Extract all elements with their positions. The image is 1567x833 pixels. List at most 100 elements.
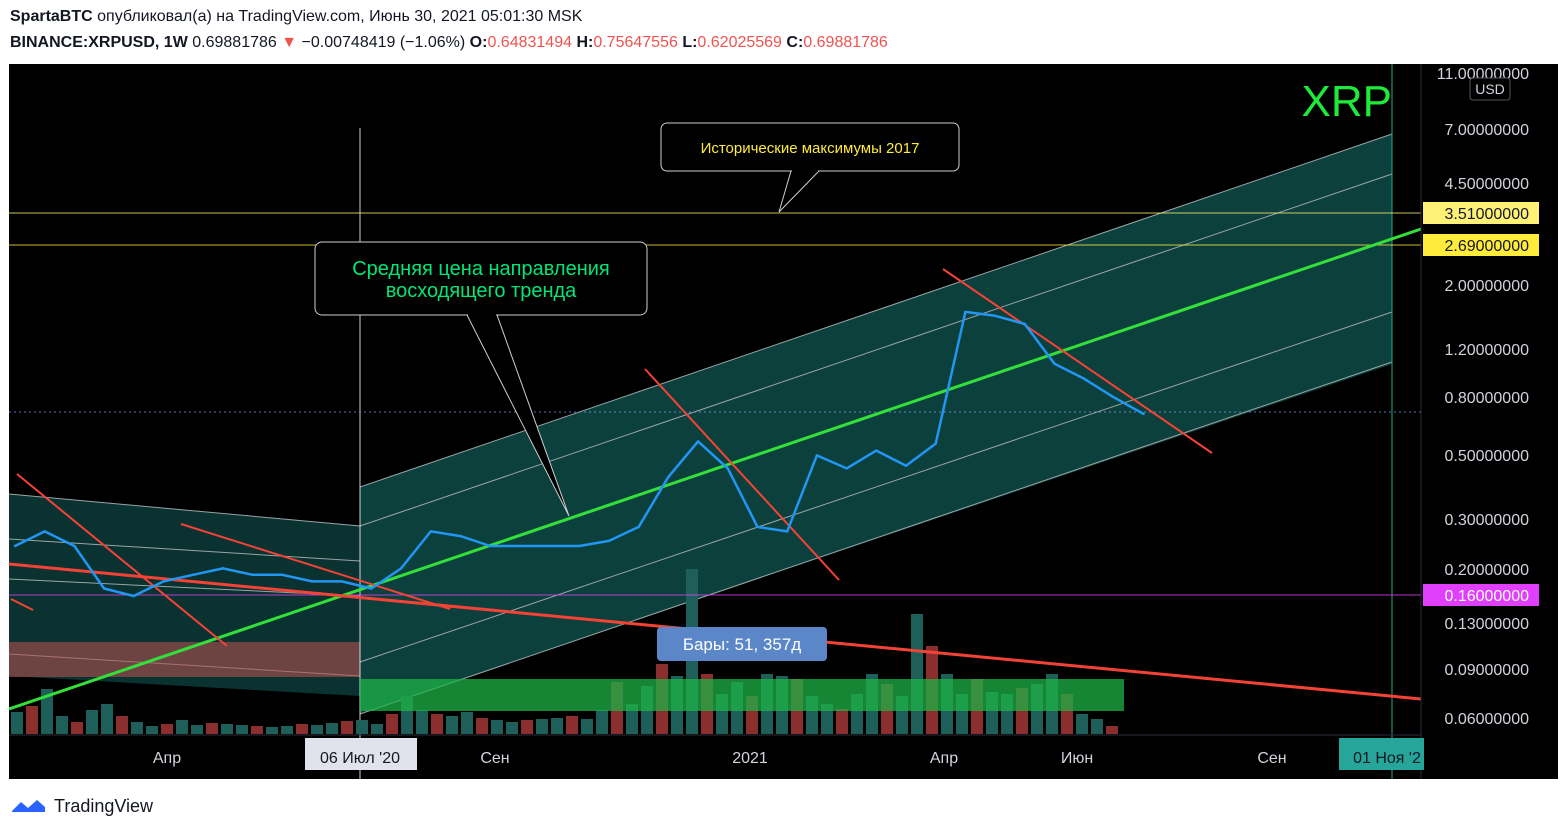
- volume-bar: [131, 722, 143, 734]
- volume-bar: [251, 726, 263, 734]
- volume-bar: [41, 689, 53, 734]
- price-point: [1083, 377, 1086, 380]
- price-level-badge: [1423, 234, 1539, 256]
- close-label: C:: [786, 34, 804, 51]
- price-point: [132, 594, 135, 598]
- chart-area[interactable]: 11.00000000 7.00000000 4.50000000 2.0000000…: [8, 64, 1558, 779]
- low-value: 0.62025569: [697, 34, 782, 51]
- time-tick-label: Сен: [1257, 750, 1286, 767]
- volume-bar: [371, 724, 383, 734]
- volume-bar: [296, 724, 308, 734]
- price-point: [637, 525, 640, 529]
- author-name[interactable]: SpartaBTC: [10, 8, 93, 25]
- time-tick-label: Сен: [480, 750, 509, 767]
- volume-bar: [101, 704, 113, 734]
- price-tick-label: 4.50000000: [1444, 176, 1529, 193]
- price-level-label: 0.16000000: [1444, 588, 1529, 605]
- volume-bar: [596, 710, 608, 734]
- price-point: [370, 587, 373, 590]
- price-point: [1053, 362, 1056, 365]
- price-point: [73, 544, 76, 548]
- volume-bar: [116, 716, 128, 734]
- volume-bar: [821, 704, 833, 734]
- high-label: H:: [576, 34, 594, 51]
- ticker-watermark: XRP: [1302, 77, 1392, 126]
- volume-bar: [56, 716, 68, 734]
- currency-label: USD: [1475, 81, 1505, 97]
- last-price: 0.69881786: [192, 34, 277, 51]
- price-point: [934, 442, 937, 445]
- crosshair-date-badge: [305, 738, 417, 770]
- price-point: [667, 475, 670, 479]
- price-tick-label: 0.13000000: [1444, 616, 1529, 633]
- volume-bar: [281, 726, 293, 734]
- callout-uptrend-line1: Средняя цена направления: [352, 258, 610, 280]
- time-tick-label: 01 Ноя '2: [1353, 750, 1421, 767]
- price-point: [786, 530, 789, 533]
- callout-historical-highs: Исторические максимумы 2017: [701, 140, 920, 157]
- volume-bar: [11, 712, 23, 734]
- price-point: [607, 539, 611, 543]
- symbol-info: BINANCE:XRPUSD, 1W 0.69881786 ▼ −0.00748…: [10, 34, 888, 52]
- price-level-label: 2.69000000: [1444, 238, 1529, 255]
- price-tick-label: 0.06000000: [1444, 711, 1529, 728]
- low-label: L:: [682, 34, 698, 51]
- bars-count-badge: [657, 627, 827, 661]
- uptrend-channel-fill: [360, 134, 1392, 714]
- volume-bar: [236, 725, 248, 734]
- down-arrow-icon: ▼: [281, 34, 298, 51]
- time-tick-label: 2021: [732, 750, 768, 767]
- volume-bar: [536, 719, 548, 734]
- tradingview-logo-icon[interactable]: [10, 795, 48, 817]
- price-point: [192, 573, 195, 576]
- price-tick-label: 0.50000000: [1444, 448, 1529, 465]
- red-zone-rectangle: [9, 642, 360, 677]
- time-tick-label: Июн: [1061, 750, 1093, 767]
- price-point: [459, 534, 462, 538]
- time-tick-label: Апр: [930, 750, 958, 767]
- volume-profile-zone: [360, 679, 1124, 711]
- close-value: 0.69881786: [803, 34, 888, 51]
- downtrend-channel-line: [8, 493, 361, 527]
- volume-bar: [1106, 726, 1118, 734]
- volume-bar: [326, 723, 338, 734]
- volume-bar: [626, 704, 638, 734]
- price-point: [875, 449, 878, 452]
- price-tick-label: 2.00000000: [1444, 278, 1529, 295]
- volume-bar: [461, 712, 473, 734]
- volume-bar: [416, 710, 428, 734]
- volume-bar: [446, 716, 458, 734]
- volume-bar: [161, 724, 173, 734]
- price-chart[interactable]: 11.000000007.000000004.500000002.0000000…: [8, 64, 1558, 779]
- price-change: −0.00748419 (−1.06%): [301, 34, 466, 51]
- volume-bar: [1091, 719, 1103, 734]
- price-tick-label: 7.00000000: [1444, 122, 1529, 139]
- callout-pointer: [778, 170, 821, 213]
- price-scale-background: [1421, 64, 1558, 779]
- price-point: [1112, 396, 1116, 399]
- price-level-badge: [1423, 202, 1539, 224]
- price-point: [815, 454, 819, 457]
- volume-bar: [86, 710, 98, 734]
- price-point: [845, 467, 848, 470]
- bars-count-label: Бары: 51, 357д: [683, 635, 801, 654]
- price-level-label: 3.51000000: [1444, 206, 1529, 223]
- volume-bar: [311, 725, 323, 734]
- price-point: [13, 544, 17, 548]
- volume-bar: [266, 727, 278, 734]
- tradingview-brand[interactable]: TradingView: [54, 795, 154, 816]
- volume-bar: [26, 706, 38, 734]
- time-tick-label: Апр: [153, 750, 181, 767]
- price-point: [964, 310, 967, 314]
- volume-bar: [476, 718, 488, 734]
- uptrend-channel-upper: [359, 173, 1393, 527]
- time-tick-label: 06 Июл '20: [320, 750, 400, 767]
- volume-bar: [1076, 714, 1088, 734]
- price-point: [162, 580, 165, 583]
- price-point: [1023, 322, 1026, 326]
- volume-bar: [581, 719, 593, 734]
- price-point: [518, 544, 522, 548]
- price-point: [429, 530, 432, 533]
- currency-badge: [1469, 77, 1511, 101]
- price-point: [310, 580, 314, 583]
